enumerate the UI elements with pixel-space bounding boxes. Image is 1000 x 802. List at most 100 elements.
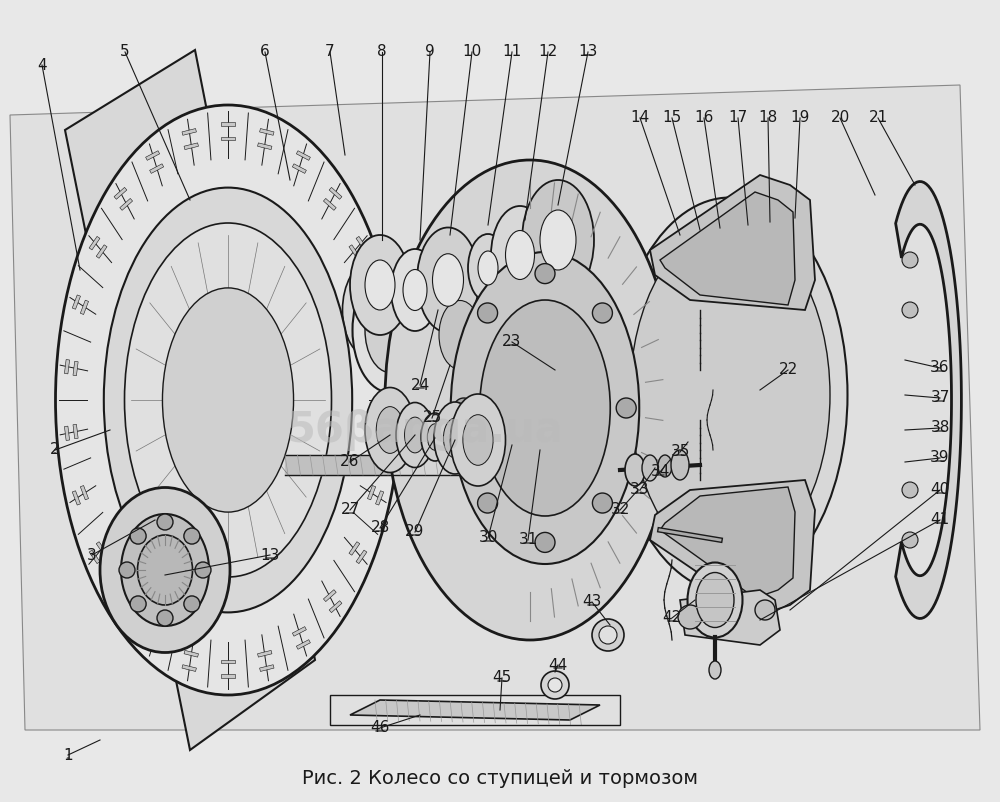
- Polygon shape: [296, 151, 310, 160]
- Ellipse shape: [403, 269, 427, 310]
- Ellipse shape: [365, 260, 395, 310]
- Ellipse shape: [548, 678, 562, 692]
- Ellipse shape: [625, 454, 645, 486]
- Text: Рис. 2 Колесо со ступицей и тормозом: Рис. 2 Колесо со ступицей и тормозом: [302, 768, 698, 788]
- Polygon shape: [184, 143, 198, 150]
- Ellipse shape: [382, 296, 409, 344]
- Text: 4: 4: [37, 58, 47, 72]
- Text: 21: 21: [868, 111, 888, 125]
- Polygon shape: [150, 164, 164, 173]
- Circle shape: [902, 252, 918, 268]
- Text: 23: 23: [502, 334, 522, 350]
- Ellipse shape: [376, 407, 404, 453]
- Polygon shape: [72, 295, 80, 310]
- Polygon shape: [150, 626, 164, 636]
- Polygon shape: [10, 85, 980, 730]
- Polygon shape: [329, 188, 342, 199]
- Polygon shape: [350, 700, 600, 720]
- Ellipse shape: [408, 285, 462, 375]
- Polygon shape: [260, 665, 274, 671]
- Polygon shape: [292, 164, 306, 173]
- Polygon shape: [65, 50, 315, 750]
- Ellipse shape: [612, 197, 848, 593]
- Ellipse shape: [491, 206, 549, 304]
- Ellipse shape: [372, 280, 418, 360]
- Polygon shape: [96, 245, 107, 258]
- Text: 27: 27: [340, 503, 360, 517]
- Text: 25: 25: [422, 411, 442, 426]
- Text: 5: 5: [120, 44, 130, 59]
- Text: 14: 14: [630, 111, 650, 125]
- Polygon shape: [329, 601, 342, 613]
- Text: 43: 43: [582, 594, 602, 610]
- Ellipse shape: [432, 253, 464, 306]
- Circle shape: [535, 264, 555, 284]
- Ellipse shape: [365, 287, 415, 372]
- Ellipse shape: [121, 514, 209, 626]
- Ellipse shape: [104, 188, 352, 613]
- Circle shape: [130, 596, 146, 612]
- Circle shape: [678, 605, 702, 629]
- Text: 9: 9: [425, 44, 435, 59]
- Text: 46: 46: [370, 720, 390, 735]
- Ellipse shape: [658, 455, 672, 477]
- Text: 38: 38: [930, 420, 950, 435]
- Ellipse shape: [541, 671, 569, 699]
- Polygon shape: [64, 426, 70, 440]
- Polygon shape: [80, 485, 89, 500]
- Ellipse shape: [522, 180, 594, 300]
- Text: 31: 31: [518, 533, 538, 548]
- Ellipse shape: [463, 415, 493, 465]
- Polygon shape: [356, 550, 367, 564]
- Polygon shape: [80, 300, 89, 314]
- Text: 20: 20: [830, 111, 850, 125]
- Text: 42: 42: [662, 610, 682, 626]
- Polygon shape: [896, 181, 961, 618]
- Polygon shape: [660, 192, 795, 305]
- Polygon shape: [367, 485, 376, 500]
- Ellipse shape: [671, 450, 689, 480]
- Circle shape: [902, 482, 918, 498]
- Ellipse shape: [642, 455, 658, 481]
- Ellipse shape: [599, 626, 617, 644]
- Ellipse shape: [451, 252, 639, 564]
- Ellipse shape: [417, 228, 479, 333]
- Polygon shape: [114, 188, 127, 199]
- Polygon shape: [356, 237, 367, 250]
- Text: 13: 13: [578, 44, 598, 59]
- Ellipse shape: [425, 277, 495, 392]
- Polygon shape: [146, 151, 160, 160]
- Text: 29: 29: [405, 525, 425, 540]
- Polygon shape: [323, 589, 336, 602]
- Polygon shape: [386, 359, 392, 374]
- Polygon shape: [296, 640, 310, 650]
- Text: 11: 11: [502, 44, 522, 59]
- Polygon shape: [376, 295, 384, 310]
- Ellipse shape: [391, 249, 439, 331]
- Circle shape: [478, 493, 498, 513]
- Text: 24: 24: [410, 378, 430, 392]
- Text: 18: 18: [758, 111, 778, 125]
- Polygon shape: [146, 640, 160, 650]
- Ellipse shape: [385, 160, 675, 640]
- Circle shape: [184, 596, 200, 612]
- Circle shape: [184, 528, 200, 544]
- Polygon shape: [292, 626, 306, 636]
- Text: 16: 16: [694, 111, 714, 125]
- Circle shape: [157, 514, 173, 530]
- Ellipse shape: [506, 230, 534, 280]
- Ellipse shape: [443, 418, 467, 458]
- Polygon shape: [680, 590, 780, 645]
- Polygon shape: [349, 245, 360, 258]
- Circle shape: [535, 533, 555, 553]
- Ellipse shape: [396, 293, 434, 358]
- Text: 17: 17: [728, 111, 748, 125]
- Polygon shape: [376, 491, 384, 505]
- Text: 1: 1: [63, 747, 73, 763]
- Text: 6: 6: [260, 44, 270, 59]
- Text: 34: 34: [650, 464, 670, 480]
- Text: 13: 13: [260, 548, 280, 562]
- Text: 22: 22: [778, 363, 798, 378]
- Ellipse shape: [342, 262, 398, 358]
- Text: 36: 36: [930, 361, 950, 375]
